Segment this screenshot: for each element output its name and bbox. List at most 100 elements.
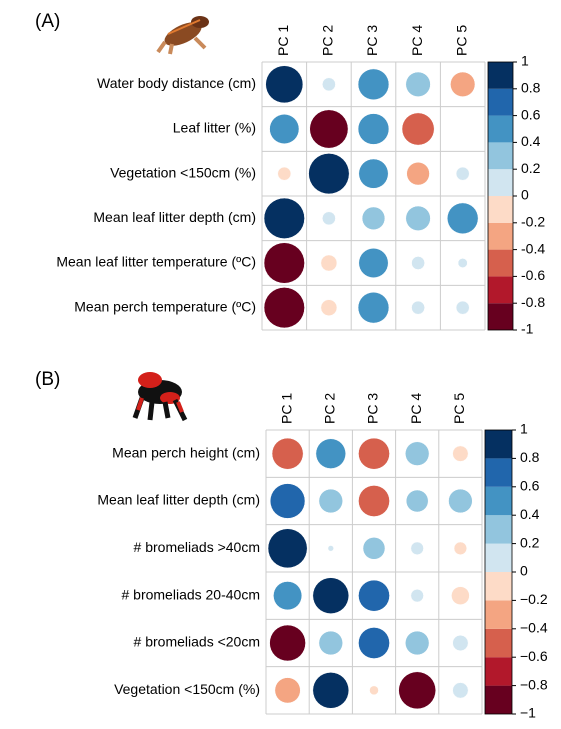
colorbar-tick-label: -1	[521, 321, 534, 337]
correlation-circle	[455, 300, 470, 315]
row-label: Mean leaf litter depth (cm)	[93, 209, 256, 225]
colorbar-tick-label: 0.8	[520, 449, 540, 465]
correlation-circle	[410, 541, 424, 555]
colorbar-segment	[488, 62, 513, 89]
row-label: # bromeliads >40cm	[134, 539, 260, 555]
colorbar-tick-label: 0.2	[520, 534, 540, 550]
colorbar-tick-label: −0.2	[520, 591, 548, 607]
colorbar-tick-label: −0.8	[520, 676, 548, 692]
panel-label: (B)	[35, 369, 60, 390]
colorbar-tick-label: 0.4	[520, 506, 540, 522]
row-label: Leaf litter (%)	[173, 120, 256, 136]
colorbar-segment	[488, 88, 513, 116]
correlation-circle	[265, 65, 304, 104]
correlation-circle	[410, 589, 424, 603]
correlation-circle	[357, 291, 390, 324]
colorbar-segment	[488, 115, 513, 143]
colorbar-segment	[488, 196, 513, 223]
colorbar-tick-label: 0.2	[521, 160, 541, 176]
colorbar-tick-label: 0.6	[521, 106, 541, 122]
colorbar-tick-label: -0.6	[521, 267, 545, 283]
colorbar-segment	[488, 276, 513, 304]
colorbar-tick-label: 0.6	[520, 478, 540, 494]
column-label: PC 1	[275, 25, 291, 56]
colorbar-tick-label: 0	[520, 563, 528, 579]
colorbar-segment	[485, 572, 512, 601]
panel-label: (A)	[35, 11, 60, 32]
correlation-circle	[451, 586, 470, 605]
correlation-circle	[452, 634, 469, 652]
correlation-circle	[277, 166, 292, 181]
correlation-circle	[452, 682, 469, 699]
row-label: Mean leaf litter temperature (ºC)	[56, 254, 256, 270]
colorbar-segment	[488, 249, 513, 277]
correlation-circle	[263, 287, 305, 329]
correlation-circle	[358, 485, 390, 517]
colorbar-tick-label: 0.8	[521, 80, 541, 96]
colorbar-segment	[488, 142, 513, 170]
correlation-circle	[406, 162, 430, 186]
colorbar-segment	[488, 222, 513, 250]
correlation-circle	[271, 437, 304, 470]
row-label: Vegetation <150cm (%)	[110, 164, 256, 180]
frog-a	[156, 16, 209, 55]
correlation-circle	[327, 545, 334, 552]
column-label: PC 5	[453, 25, 469, 56]
column-label: PC 3	[365, 393, 381, 424]
colorbar-tick-label: 1	[520, 421, 528, 437]
correlation-circle	[362, 537, 386, 560]
correlation-circle	[448, 488, 473, 514]
correlation-circle	[455, 166, 470, 181]
correlation-circle	[369, 685, 379, 696]
correlation-circle	[269, 483, 306, 519]
row-label: Water body distance (cm)	[97, 75, 256, 91]
correlation-circle	[322, 211, 336, 226]
correlation-circle	[411, 300, 425, 315]
correlation-circle	[358, 158, 389, 189]
colorbar-segment	[485, 458, 512, 487]
colorbar-segment	[485, 628, 512, 658]
colorbar-tick-label: −1	[520, 705, 536, 721]
correlation-circle	[269, 624, 306, 662]
correlation-circle	[411, 256, 425, 270]
correlation-circle	[318, 488, 343, 514]
column-label: PC 4	[409, 25, 425, 56]
correlation-circle	[405, 630, 430, 656]
column-label: PC 2	[322, 393, 338, 424]
correlation-circle	[357, 68, 390, 101]
colorbar-segment	[485, 486, 512, 516]
colorbar-tick-label: −0.6	[520, 648, 548, 664]
colorbar-segment	[485, 657, 512, 686]
column-label: PC 3	[364, 25, 380, 56]
colorbar-segment	[485, 430, 512, 459]
correlation-circle	[320, 299, 338, 316]
row-label: Vegetation <150cm (%)	[114, 681, 260, 697]
colorbar-segment	[485, 685, 512, 714]
colorbar-segment	[488, 303, 513, 330]
correlation-circle	[315, 438, 346, 469]
correlation-circle	[312, 577, 350, 614]
column-label: PC 4	[408, 393, 424, 424]
frog-b	[132, 372, 188, 422]
correlation-circle	[273, 581, 303, 611]
correlation-circle	[450, 71, 476, 97]
correlation-circle	[405, 441, 430, 466]
colorbar-tick-label: -0.2	[521, 214, 545, 230]
correlation-circle	[309, 109, 349, 149]
correlation-circle	[361, 206, 386, 230]
row-label: Mean perch temperature (ºC)	[74, 298, 256, 314]
correlation-circle	[263, 242, 305, 284]
colorbar-tick-label: −0.4	[520, 620, 548, 636]
colorbar-tick-label: 0	[521, 187, 529, 203]
correlation-circle	[274, 677, 301, 704]
correlation-circle	[358, 437, 390, 470]
correlation-circle	[308, 153, 350, 195]
correlation-circle	[457, 258, 468, 268]
correlation-circle	[312, 672, 350, 709]
correlation-circle	[358, 248, 389, 278]
colorbar-segment	[485, 543, 512, 572]
colorbar-segment	[488, 169, 513, 196]
correlation-circle	[358, 579, 390, 612]
colorbar-tick-label: 1	[521, 53, 529, 69]
